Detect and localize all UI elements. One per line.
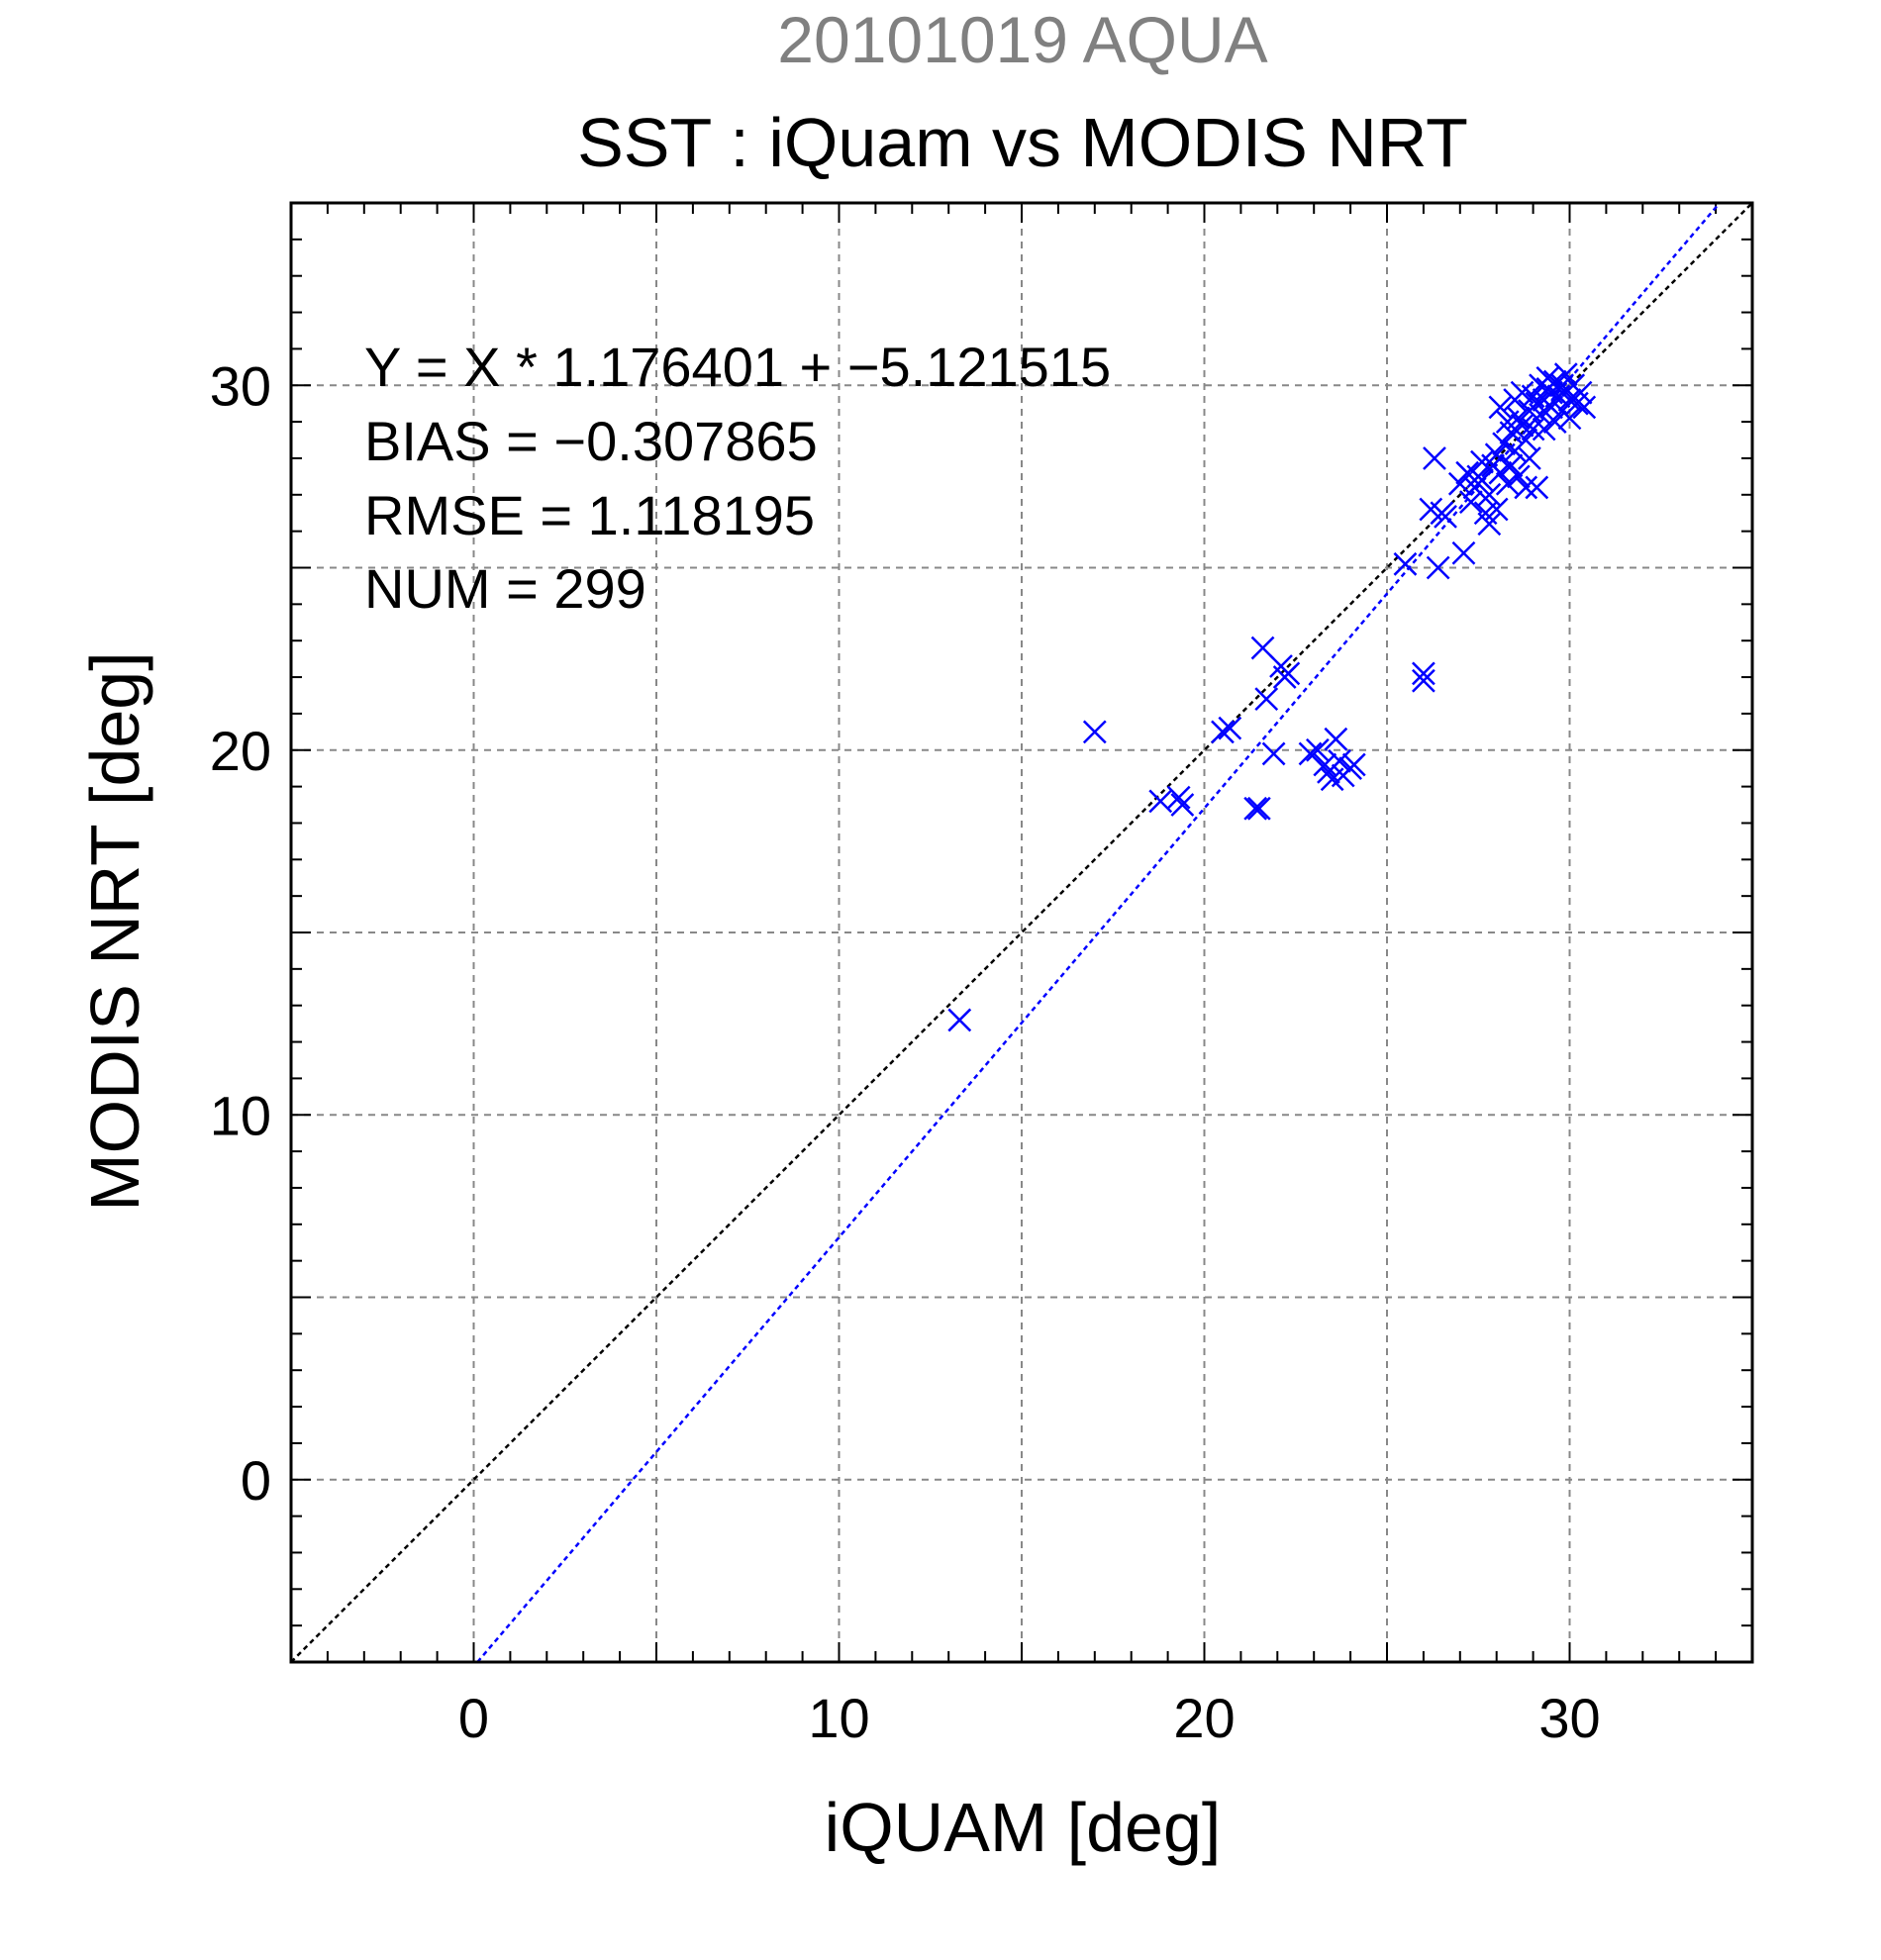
data-point-x-marker: [1324, 727, 1348, 751]
num-value: NUM = 299: [364, 557, 646, 620]
regression-fit-line: [476, 202, 1721, 1663]
data-point-x-marker: [1518, 446, 1541, 470]
data-point-x-marker: [1211, 720, 1235, 744]
x-tick-label: 30: [1538, 1687, 1600, 1749]
grid-lines: [291, 203, 1752, 1662]
data-point-x-marker: [1553, 362, 1578, 387]
x-axis-label: iQUAM [deg]: [825, 1789, 1222, 1866]
data-point-x-marker: [1276, 661, 1301, 686]
data-point-x-marker: [1393, 551, 1418, 576]
bias-value: BIAS = −0.307865: [364, 410, 818, 472]
data-point-x-marker: [1306, 737, 1330, 762]
data-point-x-marker: [1218, 716, 1242, 740]
data-point-x-marker: [1261, 741, 1286, 766]
y-axis-label: MODIS NRT [deg]: [76, 651, 153, 1211]
data-point-x-marker: [1525, 475, 1549, 500]
data-point-x-marker: [1458, 490, 1483, 515]
data-point-x-marker: [1298, 741, 1323, 766]
data-point-x-marker: [1557, 388, 1582, 412]
data-point-x-marker: [1492, 432, 1516, 456]
data-point-x-marker: [1426, 555, 1450, 580]
data-point-x-marker: [1568, 380, 1593, 405]
y-tick-label: 0: [241, 1449, 271, 1512]
y-tick-label: 10: [210, 1084, 271, 1146]
x-tick-label: 10: [808, 1687, 869, 1749]
data-point-x-marker: [1477, 512, 1502, 537]
data-point-x-marker: [1246, 796, 1271, 821]
data-point-x-marker: [1313, 752, 1337, 777]
data-point-x-marker: [1532, 417, 1556, 441]
data-point-x-marker: [1514, 475, 1538, 500]
data-point-x-marker: [1243, 796, 1268, 821]
data-point-x-marker: [1506, 406, 1531, 431]
data-points: [947, 362, 1597, 1032]
axis-ticks: [290, 202, 1753, 1663]
y-tick-label: 30: [210, 354, 271, 417]
fit-equation: Y = X * 1.176401 + −5.121515: [364, 336, 1111, 398]
chart-supertitle: 20101019 AQUA: [777, 3, 1267, 76]
data-point-x-marker: [1166, 785, 1191, 810]
data-point-x-marker: [1484, 442, 1509, 467]
plot-frame: [289, 201, 1754, 1664]
data-point-x-marker: [1535, 365, 1560, 390]
data-point-x-marker: [1529, 402, 1552, 427]
data-point-x-marker: [1423, 446, 1446, 470]
data-point-x-marker: [1148, 789, 1173, 814]
data-point-x-marker: [1170, 793, 1195, 817]
x-tick-label: 0: [458, 1687, 489, 1749]
data-point-x-marker: [1557, 406, 1582, 431]
data-point-x-marker: [1254, 687, 1279, 712]
data-point-x-marker: [1499, 453, 1524, 478]
data-point-x-marker: [1506, 464, 1531, 489]
data-point-x-marker: [1488, 460, 1513, 485]
data-point-x-marker: [947, 1008, 972, 1032]
data-point-x-marker: [1542, 369, 1567, 394]
x-tick-label: 20: [1173, 1687, 1235, 1749]
data-point-x-marker: [1514, 428, 1538, 452]
rmse-value: RMSE = 1.118195: [364, 484, 815, 546]
tick-labels: 0 10 20 30 0 10 20 30: [210, 354, 1601, 1749]
stats-annotation: Y = X * 1.176401 + −5.121515 BIAS = −0.3…: [364, 336, 1111, 620]
data-point-x-marker: [1521, 417, 1545, 441]
data-point-x-marker: [1488, 395, 1513, 420]
data-point-x-marker: [1412, 661, 1436, 686]
data-point-x-marker: [1572, 395, 1597, 420]
data-point-x-marker: [1447, 471, 1472, 496]
data-point-x-marker: [1434, 505, 1457, 529]
data-point-x-marker: [1542, 410, 1567, 434]
data-point-x-marker: [1470, 468, 1494, 492]
data-point-x-marker: [1082, 720, 1107, 744]
data-point-x-marker: [1499, 421, 1524, 445]
data-point-x-marker: [1341, 752, 1366, 777]
data-point-x-marker: [1495, 471, 1520, 496]
data-point-x-marker: [1328, 748, 1351, 773]
data-point-x-marker: [1451, 540, 1476, 565]
data-point-x-marker: [1250, 636, 1275, 660]
data-point-x-marker: [1412, 668, 1436, 693]
chart-title: SST : iQuam vs MODIS NRT: [577, 104, 1468, 181]
data-point-x-marker: [1477, 482, 1502, 507]
y-tick-label: 20: [210, 720, 271, 782]
data-point-x-marker: [1484, 497, 1509, 522]
